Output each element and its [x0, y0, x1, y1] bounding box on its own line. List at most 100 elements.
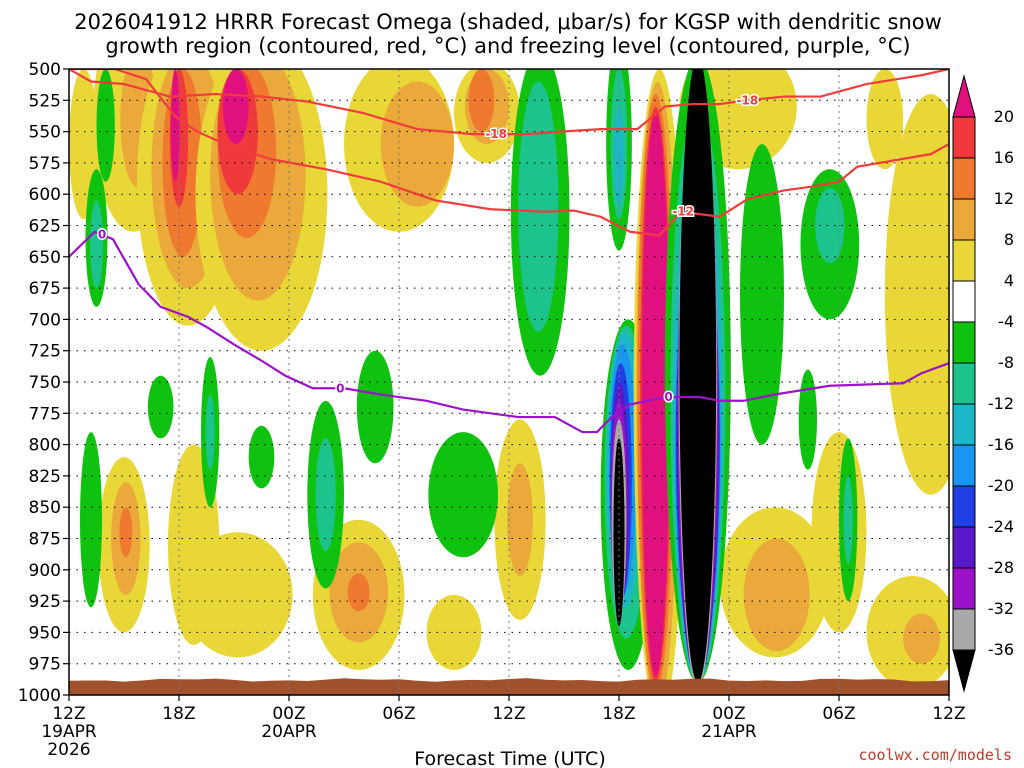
x-axis-label: Forecast Time (UTC) [414, 748, 605, 768]
colorbar-label-6: -8 [998, 353, 1014, 372]
omega-region-82 [679, 69, 717, 683]
omega-region-48 [205, 394, 215, 470]
xtick-label-4: 12Z [492, 704, 525, 724]
omega-region-54 [798, 369, 817, 470]
freezing-level-contour-label-2: 0 [664, 390, 672, 404]
freezing-level-contour-label-0: 0 [98, 227, 106, 241]
ytick-label-800: 800 [29, 436, 61, 456]
ytick-label-825: 825 [29, 467, 61, 487]
freezing-level-contour [69, 230, 949, 434]
colorbar-bin-4 [952, 239, 976, 282]
omega-region-49 [248, 425, 275, 489]
colorbar-bin-1 [952, 116, 976, 159]
colorbar-bin-7 [952, 362, 976, 405]
ytick-label-500: 500 [29, 60, 61, 80]
pressure-axis: 500 525 550 575 600 625 650 675 700 725 750 775 800 8… [18, 60, 69, 706]
dgz-minus18-contour [69, 69, 949, 136]
dgz-minus12-contour-label-0: -12 [672, 205, 694, 219]
ytick-label-925: 925 [29, 592, 61, 612]
omega-region-41 [743, 538, 810, 652]
colorbar-label-3: 8 [1004, 230, 1014, 249]
ytick-label-700: 700 [29, 310, 61, 330]
ytick-label-1000: 1000 [18, 686, 61, 706]
xtick-label-5: 18Z [602, 704, 635, 724]
chart-title-line1: 2026041912 HRRR Forecast Omega (shaded, … [74, 10, 942, 34]
omega-region-28 [815, 187, 845, 264]
omega-region-26 [740, 144, 784, 445]
colorbar-bin-6 [952, 321, 976, 364]
omega-region-7 [170, 69, 180, 182]
xtick-label-3: 06Z [382, 704, 415, 724]
ytick-label-725: 725 [29, 342, 61, 362]
colorbar-bin-0 [952, 74, 976, 118]
colorbar-bin-11 [952, 526, 976, 569]
omega-region-44 [903, 613, 940, 664]
colorbar-bin-14 [952, 649, 976, 693]
omega-region-36 [347, 573, 370, 612]
omega-region-68 [614, 106, 624, 207]
omega-region-39 [426, 594, 482, 670]
colorbar-bin-2 [952, 157, 976, 200]
ytick-label-650: 650 [29, 248, 61, 268]
ytick-label-775: 775 [29, 404, 61, 424]
omega-region-20 [866, 69, 904, 170]
ytick-label-900: 900 [29, 561, 61, 581]
colorbar-label-7: -12 [988, 394, 1014, 413]
colorbar-label-0: 20 [994, 107, 1014, 126]
dgz-minus18-contour-label-0: -18 [485, 127, 507, 141]
xtick-label-2: 00Z [272, 704, 305, 724]
colorbar-label-13: -36 [988, 640, 1014, 659]
xtick-year-0: 2026 [47, 740, 90, 760]
terrain-ground [69, 678, 949, 695]
colorbar-label-12: -32 [988, 599, 1014, 618]
xtick-date-2: 20APR [261, 722, 317, 742]
omega-region-53 [428, 432, 498, 558]
omega-region-22 [90, 200, 103, 289]
omega-region-31 [119, 507, 133, 558]
omega-region-12 [223, 69, 249, 145]
ytick-label-600: 600 [29, 185, 61, 205]
omega-region-46 [147, 375, 174, 439]
ytick-label-975: 975 [29, 655, 61, 675]
colorbar-bin-12 [952, 567, 976, 610]
ytick-label-525: 525 [29, 91, 61, 111]
ytick-label-550: 550 [29, 123, 61, 143]
colorbar-bin-8 [952, 403, 976, 446]
colorbar-label-11: -28 [988, 558, 1014, 577]
omega-region-51 [315, 438, 336, 552]
ytick-label-575: 575 [29, 154, 61, 174]
xtick-label-6: 00Z [712, 704, 745, 724]
colorbar-label-1: 16 [994, 148, 1014, 167]
colorbar-label-10: -24 [988, 517, 1014, 536]
ytick-label-675: 675 [29, 279, 61, 299]
colorbar-bin-10 [952, 485, 976, 528]
omega-shading-layer: 0 0 0 -18 -18 -12 [69, 69, 949, 695]
contour-lines: 0 0 0 -18 -18 -12 [69, 69, 949, 434]
colorbar-bin-13 [952, 608, 976, 651]
chart-title-line2: growth region (contoured, red, °C) and f… [105, 34, 910, 58]
colorbar-bin-3 [952, 198, 976, 241]
xtick-label-1: 18Z [162, 704, 195, 724]
omega-region-38 [507, 463, 533, 577]
colorbar-label-2: 12 [994, 189, 1014, 208]
colorbar-label-5: -4 [998, 312, 1014, 331]
ytick-label-875: 875 [29, 530, 61, 550]
omega-region-52 [356, 350, 394, 464]
ytick-label-850: 850 [29, 498, 61, 518]
ytick-label-750: 750 [29, 373, 61, 393]
omega-colorbar: 20 16 12 8 4 -4 -8 -12 -16 -20 -24 -28 -32 -36 [952, 74, 1014, 693]
colorbar-bin-5 [952, 280, 976, 323]
xtick-label-7: 06Z [822, 704, 855, 724]
omega-region-56 [843, 475, 853, 564]
xtick-date-6: 21APR [701, 722, 757, 742]
omega-region-73 [641, 112, 670, 677]
colorbar-label-8: -16 [988, 435, 1014, 454]
ytick-label-950: 950 [29, 623, 61, 643]
colorbar-bin-9 [952, 444, 976, 487]
colorbar-label-4: 4 [1004, 271, 1014, 290]
dgz-minus12-contour [69, 69, 949, 237]
colorbar-label-9: -20 [988, 476, 1014, 495]
omega-region-25 [518, 81, 559, 332]
